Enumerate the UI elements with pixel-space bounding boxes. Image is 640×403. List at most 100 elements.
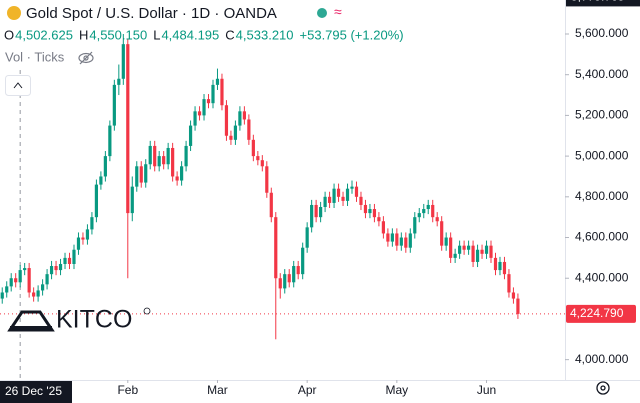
candle-body xyxy=(426,204,430,210)
candle-body xyxy=(27,268,31,293)
candle-body xyxy=(372,209,377,218)
candle-body xyxy=(431,204,435,218)
candle-body xyxy=(336,188,341,197)
candle-body xyxy=(377,217,381,222)
candle-body xyxy=(408,233,412,248)
candle-body xyxy=(40,284,45,291)
candle-body xyxy=(9,278,13,287)
watermark: KITCO xyxy=(56,306,132,334)
candle-body xyxy=(126,44,130,214)
candle-body xyxy=(72,249,76,264)
y-tick-label: 4,800.000 xyxy=(575,189,629,203)
candle-body xyxy=(180,166,184,181)
candle-body xyxy=(224,105,229,136)
candle-body xyxy=(117,78,121,85)
candle-body xyxy=(511,292,516,299)
candle-body xyxy=(242,111,246,120)
candle-body xyxy=(354,186,359,197)
legend-key: C xyxy=(225,27,234,42)
candle-body xyxy=(319,206,323,218)
candle-body xyxy=(23,268,27,271)
candle-body xyxy=(112,84,116,126)
candle-body xyxy=(404,237,408,248)
ohlc-legend: O 4,502.625 H 4,550.150 L 4,484.195 C 4,533.210… xyxy=(4,27,404,42)
candle-body xyxy=(323,196,327,207)
candle-body xyxy=(14,278,18,283)
candle-body xyxy=(220,78,224,106)
candle-body xyxy=(99,176,103,185)
candle-body xyxy=(148,145,152,165)
candle-body xyxy=(251,139,255,157)
hide-icon[interactable] xyxy=(78,51,94,65)
last-price-box xyxy=(566,304,636,323)
candle-body xyxy=(287,274,291,283)
candle-body xyxy=(18,270,22,283)
candle-body xyxy=(444,237,448,246)
candle-body xyxy=(121,44,125,79)
y-tick-label: 4,600.000 xyxy=(575,230,629,244)
candle-body xyxy=(49,266,54,275)
candle-body xyxy=(471,245,475,262)
indicator-label[interactable]: Vol · Ticks xyxy=(5,49,65,64)
candle-body xyxy=(305,227,309,248)
candle-body xyxy=(94,184,99,218)
candle-body xyxy=(498,261,502,271)
crosshair-label: 26 Dec '25 xyxy=(5,384,62,398)
candle-body xyxy=(5,286,9,293)
candle-body xyxy=(103,156,107,177)
x-tick-label: Feb xyxy=(117,383,138,397)
y-tick-label: 4,000.000 xyxy=(575,352,629,366)
collapse-button[interactable] xyxy=(5,75,31,96)
settings-button[interactable] xyxy=(596,381,610,395)
market-status[interactable] xyxy=(317,8,327,18)
crosshair-label-box xyxy=(0,381,72,403)
candle-body xyxy=(260,160,264,167)
candle-body xyxy=(184,145,188,167)
candle-body xyxy=(493,257,498,271)
x-tick-label: Mar xyxy=(207,383,228,397)
status-icon[interactable]: ≈ xyxy=(334,4,342,20)
candle-body xyxy=(63,257,67,264)
candle-body xyxy=(32,292,36,297)
candle-body xyxy=(359,196,363,205)
candle-body xyxy=(422,209,426,214)
candle-body xyxy=(390,233,394,242)
candle-body xyxy=(144,164,148,183)
candle-body xyxy=(462,245,466,250)
legend-key: H xyxy=(79,27,88,42)
candle-body xyxy=(399,237,403,246)
candle-body xyxy=(507,274,511,293)
candle-body xyxy=(480,249,484,254)
legend-value: 4,484.195 xyxy=(161,27,219,42)
candle-body xyxy=(247,119,251,140)
candle-body xyxy=(466,245,471,250)
candle-body xyxy=(292,266,296,283)
y-tick-label: 5,400.000 xyxy=(575,67,629,81)
candle-body xyxy=(283,274,287,289)
candle-body xyxy=(171,147,175,177)
y-tick-label: 5,000.000 xyxy=(575,148,629,162)
candle-body xyxy=(386,233,390,242)
candle-body xyxy=(166,147,170,165)
candle-body xyxy=(45,274,49,285)
candle-body xyxy=(238,111,242,126)
candle-body xyxy=(188,125,193,146)
candle-body xyxy=(458,245,462,254)
candle-body xyxy=(130,186,134,214)
candle-body xyxy=(475,249,480,262)
candle-body xyxy=(85,229,90,240)
candle-body xyxy=(345,188,350,201)
high-marker-box xyxy=(566,0,640,7)
candle-body xyxy=(67,257,72,264)
candle-body xyxy=(484,245,489,254)
x-tick-label: May xyxy=(386,383,409,397)
candle-body xyxy=(265,166,269,193)
candle-body xyxy=(502,261,507,275)
candle-body xyxy=(153,145,157,167)
candle-body xyxy=(256,156,260,161)
y-tick-label: 5,200.000 xyxy=(575,108,629,122)
candle-body xyxy=(269,192,273,218)
x-tick-label: Jun xyxy=(477,383,496,397)
candle-body xyxy=(233,125,238,140)
registered-mark xyxy=(143,307,151,315)
